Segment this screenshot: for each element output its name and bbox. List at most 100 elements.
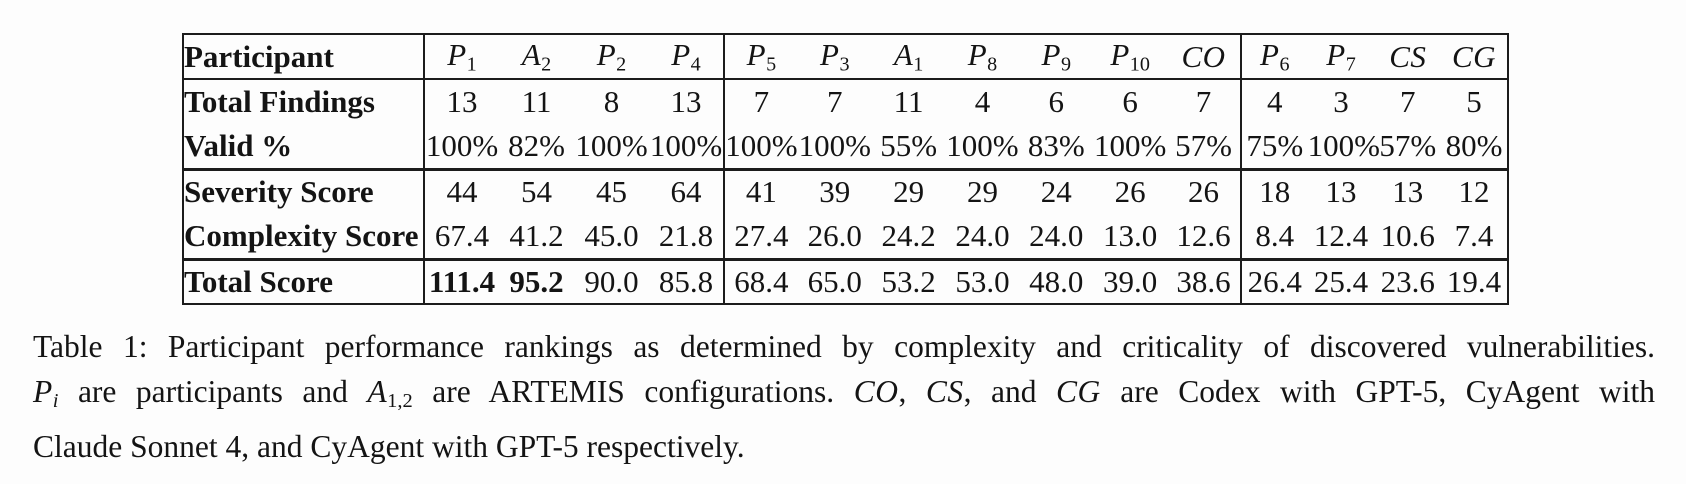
data-cell: 7 [827,84,843,119]
data-cell: 12.4 [1307,214,1375,261]
data-cell: 13 [1392,174,1424,210]
data-cell: 8 [603,84,620,119]
caption-text: , and [963,374,1056,409]
data-cell: 100% [1093,124,1168,171]
data-cell: 41 [723,169,798,214]
data-cell: 80% [1441,124,1508,171]
caption-math-segment: P [33,374,53,409]
data-cell: 41.2 [499,214,574,261]
data-cell: 57% [1374,124,1442,171]
table-row-severity-score: Severity Score 44 54 45 64 41 39 29 29 24 26 26 18 13… [183,169,1508,214]
data-cell: 25.4 [1313,263,1369,299]
math-variable: CS [1389,38,1427,74]
data-cell: 54 [521,174,552,210]
math-subscript: 1 [466,53,477,76]
data-cell: 100% [797,124,872,171]
data-cell: 7 [1400,84,1416,119]
data-cell: 4 [1239,79,1308,124]
data-cell: 5 [1466,84,1482,119]
column-header-p3: P3 [797,34,872,80]
data-cell: 24.0 [945,214,1020,261]
math-variable: P [1110,36,1130,72]
data-cell: 7 [1195,84,1212,119]
data-cell: 24.2 [871,214,946,261]
data-cell: 7.4 [1441,214,1508,261]
caption-text: , [898,374,926,409]
data-cell: 39.0 [1103,263,1158,299]
data-cell: 27.4 [723,214,798,261]
data-cell: 90.0 [584,263,639,299]
data-cell: 29 [966,174,998,210]
data-cell: 18 [1239,169,1308,214]
data-cell: 100% [1307,124,1380,171]
math-variable: P [746,36,767,72]
math-variable: P [447,36,467,72]
caption-math-segment: i [52,390,59,413]
column-header-cg: CG [1441,34,1508,80]
math-variable: CO [1181,38,1226,74]
data-cell: 64 [670,174,702,210]
data-cell: 100% [423,124,499,171]
data-cell: 13 [1325,174,1357,210]
data-cell: 100% [723,124,798,171]
data-cell: 24 [1040,174,1072,210]
data-cell: 48.0 [1029,263,1084,299]
data-cell: 19.4 [1446,263,1502,299]
column-header-p2: P2 [574,34,649,80]
column-header-cs: CS [1374,34,1442,80]
data-cell: 55% [871,124,946,171]
data-cell: 13.0 [1093,214,1168,261]
table-caption: Table 1: Participant performance ranking… [33,324,1655,469]
data-cell: 10.6 [1374,214,1442,261]
math-variable: P [1041,36,1061,72]
data-cell: 6 [1048,84,1065,119]
math-subscript: 10 [1129,53,1150,76]
caption-math-segment: CG [1056,374,1101,409]
math-variable: P [967,36,988,72]
row-label-cell: Total Findings [184,84,375,119]
row-label-cell: Valid % [183,124,424,171]
column-header-p5: P5 [723,34,798,80]
data-cell: 24.0 [1019,214,1094,261]
math-subscript: 5 [766,53,777,76]
caption-text: are ARTEMIS configurations. [412,374,854,409]
column-header-co: CO [1167,34,1241,80]
math-subscript: 1 [913,53,924,76]
math-variable: A [893,36,914,72]
data-cell: 26 [1114,174,1146,210]
data-cell: 12.6 [1167,214,1241,261]
data-cell: 82% [499,124,574,171]
data-cell: 95.2 [509,263,564,299]
column-header-p10: P10 [1093,34,1168,80]
caption-line: Pi are participants and A1,2 are ARTEMIS… [33,369,1655,424]
caption-text: are Codex with GPT-5, CyAgent with [1100,374,1656,409]
math-subscript: 4 [690,53,701,76]
column-header-a2: A2 [499,34,574,80]
data-cell: 11 [521,84,552,119]
data-cell: 44 [423,169,499,214]
caption-text: are participants and [58,374,368,409]
column-header-p8: P8 [945,34,1020,80]
math-subscript: 2 [616,53,627,76]
table-row-valid-: Valid % 100% 82% 100% 100% 100% 100% 55% 100% 83%… [183,124,1508,171]
data-cell: 26 [1187,174,1219,210]
math-variable: P [596,36,617,72]
data-cell: 12 [1458,174,1490,210]
math-subscript: 6 [1279,53,1290,76]
math-subscript: 7 [1345,53,1356,76]
math-variable: P [820,36,840,72]
caption-math-segment: 1,2 [387,390,413,413]
data-cell: 83% [1019,124,1094,171]
table-row-total-findings: Total Findings 13 11 8 13 7 7 11 4 6 6 7 4 3 7 5 [183,79,1508,124]
column-header-p4: P4 [649,34,724,80]
table-row-complexity-score: Complexity Score 67.4 41.2 45.0 21.8 27.4 26.0… [183,214,1508,261]
math-variable: P [671,36,691,72]
data-cell: 53.2 [881,263,936,299]
caption-math-segment: CS [925,374,964,409]
data-cell: 13 [670,84,702,119]
data-cell: 45.0 [574,214,649,261]
data-cell: 26.0 [797,214,872,261]
data-cell: 21.8 [649,214,724,261]
data-cell: 45 [596,174,627,210]
math-subscript: 3 [839,53,850,76]
